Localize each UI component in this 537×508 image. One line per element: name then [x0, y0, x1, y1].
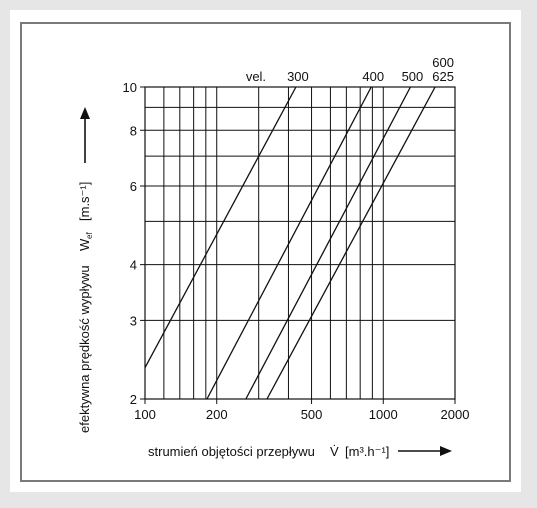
x-axis-unit: [m³.h⁻¹] [345, 444, 389, 459]
chart-border [20, 22, 511, 482]
series-label-500: 500 [402, 69, 424, 84]
series-label-400: 400 [362, 69, 384, 84]
y-axis-arrowhead [80, 107, 90, 119]
series-lines [144, 86, 436, 400]
x-tick-label: 500 [301, 407, 323, 422]
series-prefix-label: vel. [246, 69, 266, 84]
series-line-400 [206, 86, 372, 400]
y-axis-subscript: ef [85, 232, 94, 239]
series-label-300: 300 [287, 69, 309, 84]
y-axis-symbol: W [77, 238, 92, 251]
y-tick-label: 3 [130, 313, 137, 328]
y-axis-title: efektywna prędkość wypływu W ef [m.s⁻¹] [77, 107, 94, 433]
x-axis-symbol: V̇ [330, 444, 339, 459]
x-tick-labels: 100 200 500 1000 2000 [134, 399, 469, 422]
x-tick-label: 100 [134, 407, 156, 422]
y-tick-labels: 2 3 4 6 8 10 [123, 80, 145, 407]
series-line-300 [144, 86, 297, 369]
y-tick-label: 10 [123, 80, 137, 95]
chart-frame [10, 10, 521, 492]
series-line-500 [245, 86, 411, 400]
x-axis-arrowhead [440, 446, 452, 456]
x-axis-label: strumień objętości przepływu [148, 444, 315, 459]
y-axis-label: efektywna prędkość wypływu [77, 265, 92, 433]
y-tick-label: 6 [130, 179, 137, 194]
x-tick-label: 2000 [441, 407, 470, 422]
x-tick-label: 200 [206, 407, 228, 422]
x-axis-title: strumień objętości przepływu V̇ [m³.h⁻¹] [148, 444, 452, 459]
y-tick-label: 4 [130, 258, 137, 273]
x-tick-label: 1000 [369, 407, 398, 422]
series-label-600: 600 [432, 55, 454, 70]
y-tick-label: 8 [130, 123, 137, 138]
series-label-625: 625 [432, 69, 454, 84]
y-tick-label: 2 [130, 392, 137, 407]
y-axis-unit: [m.s⁻¹] [77, 182, 92, 221]
grid [145, 87, 455, 399]
series-line-600 [266, 86, 436, 400]
plot-area [144, 86, 456, 400]
